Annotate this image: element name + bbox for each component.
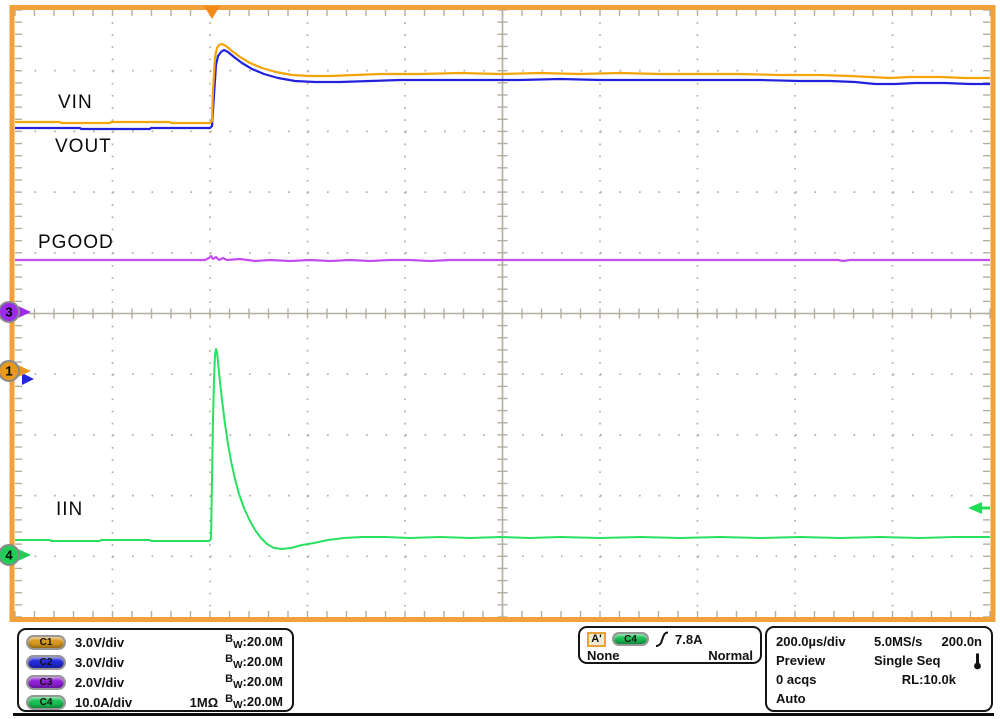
channel-row-c1: C1 3.0V/div BW:20.0M	[26, 632, 283, 652]
record-length: RL:10.0k	[901, 672, 956, 687]
channel-scale-c2: 3.0V/div	[75, 654, 125, 670]
svg-text:1: 1	[5, 364, 12, 379]
thermometer-icon	[973, 652, 982, 670]
rising-edge-icon	[655, 631, 669, 647]
trigger-readout-box[interactable]: A' C4 7.8A None Normal	[578, 626, 762, 664]
timebase-scale: 200.0µs/div	[776, 634, 846, 649]
channel-bw-c4: 1MΩ BW:20.0M	[189, 693, 283, 711]
channel-badge-c3[interactable]: C3	[26, 674, 66, 690]
sample-rate: 5.0MS/s	[874, 634, 923, 649]
trigger-mode-right: Normal	[708, 648, 753, 663]
sample-resolution: 200.0n	[941, 634, 982, 649]
channel-bw-c1: BW:20.0M	[225, 633, 283, 651]
channel-bw-c3: BW:20.0M	[225, 673, 283, 691]
channel-scale-c3: 2.0V/div	[75, 674, 125, 690]
channel-ref-marker-3[interactable]: 3	[0, 301, 31, 323]
channel-badge-c1[interactable]: C1	[26, 634, 66, 650]
channel-ref-arrow-companion[interactable]	[22, 373, 34, 385]
trace-iin	[15, 348, 990, 550]
channel-readout-box[interactable]: C1 3.0V/div BW:20.0M C2 3.0V/div BW:20.0…	[17, 628, 294, 712]
channel-row-c2: C2 3.0V/div BW:20.0M	[26, 652, 283, 672]
timebase-readout-box[interactable]: 200.0µs/div 5.0MS/s 200.0n Preview Singl…	[765, 626, 993, 712]
trace-label-pgood: PGOOD	[38, 232, 114, 253]
trace-vin	[15, 42, 990, 125]
channel-impedance-c4: 1MΩ	[189, 694, 219, 710]
channel-row-c4: C4 10.0A/div 1MΩ BW:20.0M	[26, 692, 283, 712]
channel-ref-marker-4[interactable]: 4	[0, 544, 31, 566]
trace-label-vin: VIN	[58, 92, 93, 113]
acquisition-state: Preview	[776, 653, 826, 668]
acquisition-count: 0 acqs	[776, 672, 817, 687]
channel-badge-c2[interactable]: C2	[26, 654, 66, 670]
trigger-position-marker[interactable]	[204, 6, 220, 19]
bezel-divider	[13, 713, 994, 716]
channel-badge-c4[interactable]: C4	[26, 694, 66, 710]
svg-text:3: 3	[5, 305, 12, 320]
trigger-auto-mode: Auto	[776, 691, 806, 706]
sequence-mode: Single Seq	[874, 653, 941, 668]
channel-bw-c2: BW:20.0M	[225, 653, 283, 671]
trigger-mode-left: None	[587, 648, 620, 663]
trace-pgood	[15, 254, 990, 263]
scope-graticule: 3 1 4	[0, 5, 996, 622]
channel-row-c3: C3 2.0V/div BW:20.0M	[26, 672, 283, 692]
channel-ref-marker-1[interactable]: 1	[0, 360, 34, 385]
channel-scale-c1: 3.0V/div	[75, 634, 125, 650]
svg-text:4: 4	[5, 548, 13, 563]
trigger-level-value: 7.8A	[675, 631, 703, 647]
trace-label-vout: VOUT	[55, 136, 112, 157]
trigger-source-badge[interactable]: C4	[612, 632, 649, 646]
trigger-level-arrow[interactable]	[968, 502, 990, 514]
trigger-a-badge[interactable]: A'	[587, 631, 606, 647]
trace-label-iin: IIN	[56, 499, 84, 520]
channel-scale-c4: 10.0A/div	[75, 694, 133, 710]
